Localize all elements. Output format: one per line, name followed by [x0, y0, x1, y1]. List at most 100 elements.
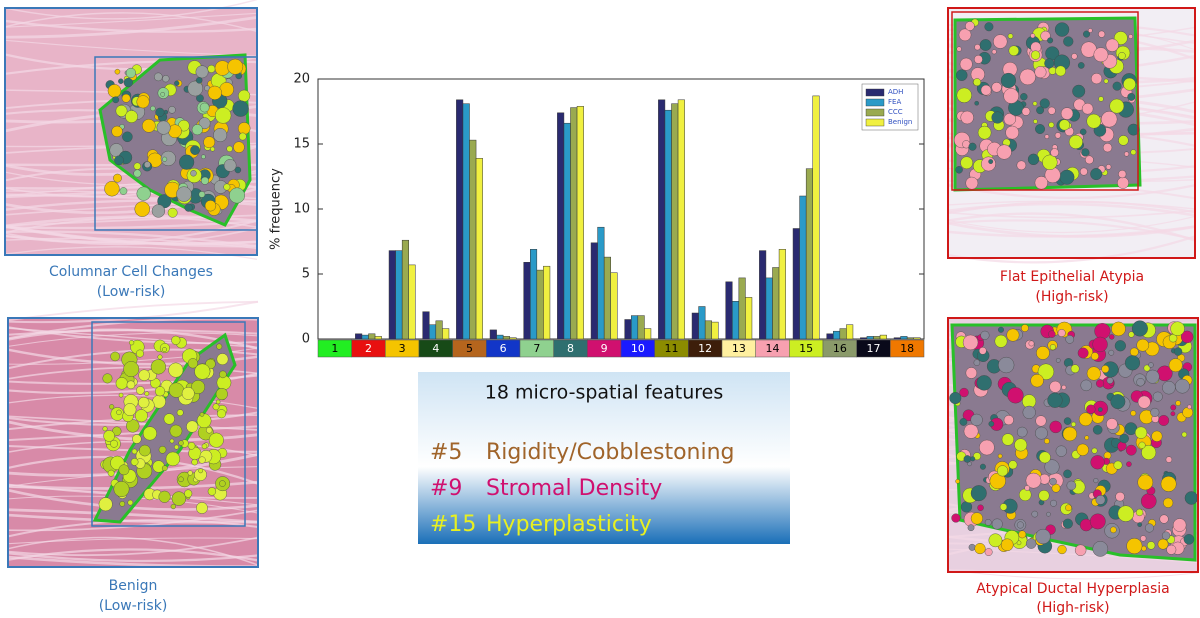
cell [1147, 541, 1155, 549]
cell [1182, 407, 1192, 417]
cell [1161, 476, 1176, 491]
cell [1020, 93, 1027, 100]
cell [219, 481, 225, 487]
bar [625, 320, 632, 340]
cell [1009, 46, 1019, 56]
cell [120, 501, 125, 506]
cell [202, 444, 207, 449]
bar [665, 110, 672, 339]
x-tick-label: 11 [665, 342, 679, 355]
chart: 05101520% frequency123456789101112131415… [269, 72, 925, 358]
cell [229, 188, 244, 203]
bar [678, 100, 685, 339]
cell [1163, 498, 1173, 508]
cell [1104, 79, 1108, 83]
cell [1093, 541, 1108, 556]
cell [1048, 331, 1055, 338]
cell [965, 21, 974, 30]
cell [112, 126, 123, 137]
cell [979, 440, 994, 455]
legend-swatch [866, 89, 884, 96]
legend-swatch [866, 99, 884, 106]
cell [1118, 135, 1128, 145]
cell [1036, 107, 1043, 114]
cell [992, 112, 1004, 124]
cell [1175, 379, 1189, 393]
cell [1130, 348, 1138, 356]
cell [1078, 348, 1088, 358]
cell [1066, 335, 1074, 343]
bar [409, 265, 416, 339]
cell [1187, 405, 1191, 409]
cell [162, 75, 169, 82]
cell [1094, 478, 1099, 483]
cell [1035, 427, 1047, 439]
cell [124, 78, 133, 87]
cell [1171, 405, 1176, 410]
cell [1107, 377, 1113, 383]
cell [1035, 66, 1047, 78]
cell [104, 181, 119, 196]
cell [131, 458, 138, 465]
cell [995, 335, 1007, 347]
cell [1063, 37, 1073, 47]
cell [1093, 337, 1108, 352]
cell [192, 124, 203, 135]
cell [171, 504, 176, 509]
cell [1063, 470, 1071, 478]
x-tick-label: 18 [900, 342, 914, 355]
cell [206, 427, 212, 433]
cell [139, 445, 150, 456]
cell [973, 78, 981, 86]
cell [1006, 126, 1019, 139]
cell [238, 122, 250, 134]
cell [171, 336, 180, 345]
cell [103, 374, 113, 384]
cell [1058, 545, 1067, 554]
cell [978, 505, 984, 511]
cell [172, 492, 186, 506]
bar [543, 266, 550, 339]
cell [1093, 425, 1102, 434]
bar [833, 331, 840, 339]
cell [1008, 387, 1024, 403]
cell [137, 96, 150, 109]
bar [793, 229, 800, 340]
cell [123, 361, 138, 376]
cell [155, 386, 165, 396]
cell [1031, 51, 1040, 60]
bar [732, 301, 739, 339]
cell [150, 106, 155, 111]
cell [993, 35, 1007, 49]
cell [969, 143, 977, 151]
cell [114, 156, 123, 165]
cell [1033, 119, 1037, 123]
cell [196, 77, 202, 83]
cell [1126, 462, 1131, 467]
cell [197, 414, 211, 428]
cell [1017, 522, 1024, 529]
x-tick-label: 17 [867, 342, 881, 355]
cell [174, 445, 178, 449]
x-tick-label: 3 [399, 342, 406, 355]
cell [162, 347, 166, 351]
cell [136, 386, 144, 394]
cell [1056, 446, 1067, 457]
bar [894, 338, 901, 339]
bar [880, 335, 887, 339]
cell [1081, 380, 1092, 391]
bar [813, 96, 820, 339]
bar [705, 321, 712, 339]
cell [205, 200, 216, 211]
cell [161, 92, 165, 96]
cell [113, 174, 121, 182]
cell [1091, 455, 1105, 469]
legend-label: FEA [888, 98, 901, 106]
cell [186, 421, 198, 433]
cell [1056, 358, 1060, 362]
cell [975, 44, 981, 50]
cell [957, 47, 962, 52]
cell [1137, 339, 1149, 351]
cell [219, 371, 226, 378]
cell [998, 454, 1002, 458]
